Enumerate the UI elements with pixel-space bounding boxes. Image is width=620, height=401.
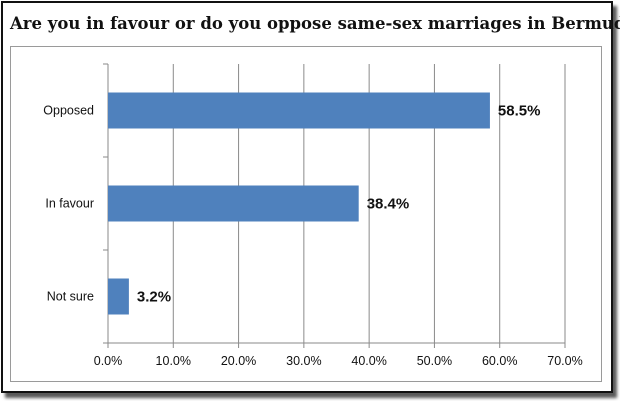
data-label: 58.5% (498, 103, 541, 120)
data-label: 3.2% (137, 289, 171, 306)
x-tick-label: 60.0% (482, 354, 517, 368)
category-label: Not sure (47, 290, 94, 304)
x-tick-label: 20.0% (221, 354, 256, 368)
x-tick-label: 70.0% (547, 354, 582, 368)
category-label: Opposed (43, 104, 94, 118)
x-tick-label: 30.0% (286, 354, 321, 368)
chart-title: Are you in favour or do you oppose same-… (10, 14, 620, 33)
bar (108, 185, 359, 222)
bar (108, 92, 490, 129)
x-tick-label: 0.0% (94, 354, 123, 368)
x-tick-label: 40.0% (351, 354, 386, 368)
x-tick-label: 50.0% (417, 354, 452, 368)
data-label: 38.4% (367, 196, 410, 213)
x-tick-label: 10.0% (156, 354, 191, 368)
category-label: In favour (45, 197, 94, 211)
bar (108, 278, 129, 315)
